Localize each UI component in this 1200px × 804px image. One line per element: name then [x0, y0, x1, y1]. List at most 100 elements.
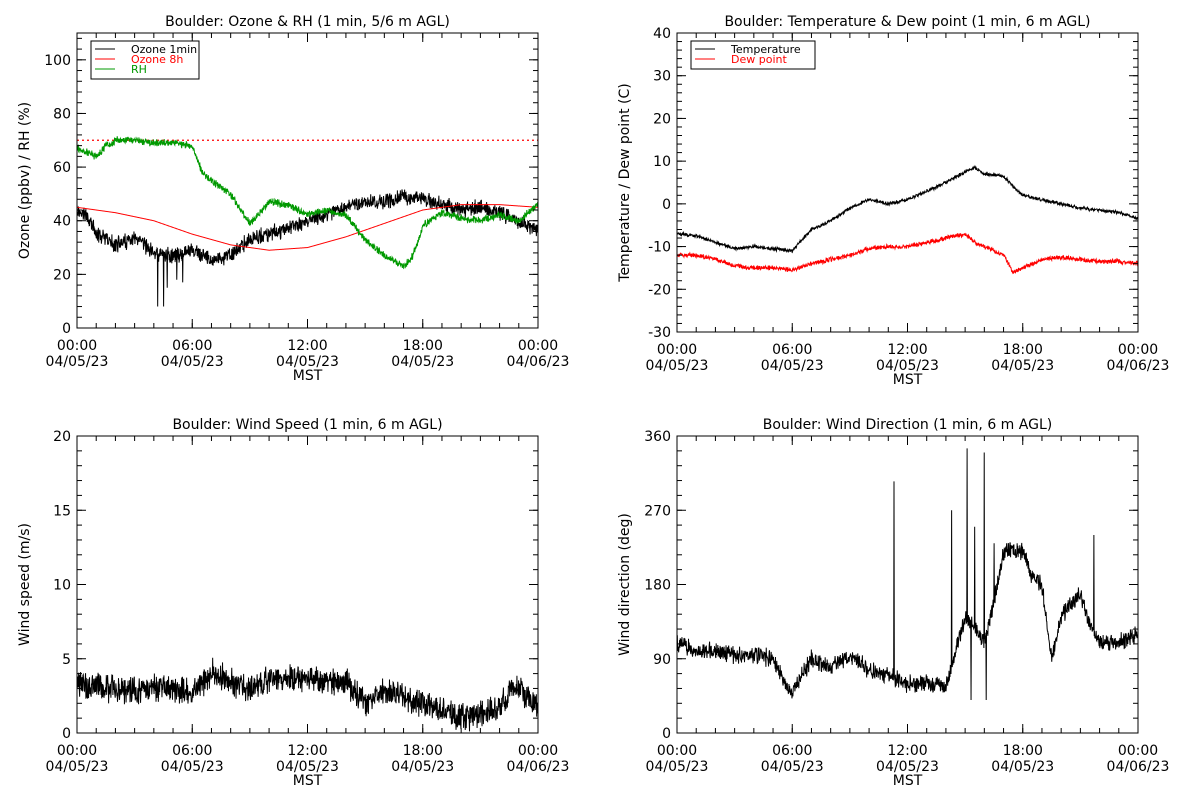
- legend-entry: Dew point: [731, 53, 787, 66]
- plot-frame: [676, 32, 1139, 333]
- y-tick-label: 90: [653, 652, 671, 668]
- chart-panel-3: Boulder: Wind Speed (1 min, 6 m AGL) 0 5 10…: [17, 417, 569, 789]
- y-tick-label: -10: [648, 240, 671, 256]
- y-tick-label: 40: [53, 214, 71, 230]
- x-tick-date: 04/06/23: [1107, 759, 1170, 775]
- legend-entry: Ozone 8h: [131, 53, 183, 66]
- x-tick-date: 04/05/23: [646, 759, 709, 775]
- x-tick-date: 04/05/23: [761, 358, 824, 374]
- x-axis-label: MST: [293, 773, 323, 789]
- x-tick-time: 18:00: [403, 743, 443, 759]
- series-line-1: [77, 657, 538, 732]
- x-tick-time: 18:00: [1003, 743, 1043, 759]
- x-tick-time: 06:00: [172, 743, 212, 759]
- x-tick-date: 04/05/23: [276, 759, 339, 775]
- plot-area: [677, 448, 1138, 701]
- legend-box: [90, 40, 200, 80]
- y-tick-label: 10: [53, 578, 71, 594]
- x-tick-time: 06:00: [772, 342, 812, 358]
- chart-panel-2: Boulder: Temperature & Dew point (1 min,…: [617, 14, 1169, 388]
- x-tick-date: 04/05/23: [46, 354, 109, 370]
- x-tick-time: 18:00: [1003, 342, 1043, 358]
- y-tick-label: 180: [644, 578, 671, 594]
- y-tick-label: -20: [648, 282, 671, 298]
- y-tick-label: 40: [653, 26, 671, 42]
- y-tick-label: -30: [648, 325, 671, 341]
- x-tick-date: 04/05/23: [646, 358, 709, 374]
- y-tick-label: 270: [644, 503, 671, 519]
- y-tick-label: 60: [53, 160, 71, 176]
- y-tick-label: 5: [62, 652, 71, 668]
- series-line-temperature: [677, 164, 1138, 254]
- x-tick-time: 12:00: [287, 338, 327, 354]
- x-tick-time: 00:00: [1118, 743, 1158, 759]
- plot-area: [77, 136, 538, 307]
- x-tick-date: 04/06/23: [1107, 358, 1170, 374]
- chart-panel-1: Boulder: Ozone & RH (1 min, 5/6 m AGL) 0 2…: [17, 14, 569, 384]
- y-tick-label: 0: [662, 726, 671, 742]
- y-tick-label: 0: [62, 321, 71, 337]
- y-tick-label: 80: [53, 106, 71, 122]
- x-tick-date: 04/05/23: [876, 759, 939, 775]
- series-line-rh: [77, 136, 538, 270]
- x-tick-time: 18:00: [403, 338, 443, 354]
- plot-area: [77, 657, 538, 732]
- series-line-dew-point: [677, 232, 1138, 275]
- x-tick-date: 04/05/23: [991, 759, 1054, 775]
- x-tick-date: 04/05/23: [46, 759, 109, 775]
- chart-title: Boulder: Temperature & Dew point (1 min,…: [724, 14, 1090, 30]
- chart-panel-4: Boulder: Wind Direction (1 min, 6 m AGL)…: [617, 417, 1169, 789]
- x-tick-time: 00:00: [518, 743, 558, 759]
- y-tick-label: 20: [653, 111, 671, 127]
- series-line-1: [677, 448, 1138, 701]
- x-tick-time: 00:00: [1118, 342, 1158, 358]
- series-line-ozone-8h: [77, 204, 538, 251]
- y-axis-label: Temperature / Dew point (C): [617, 83, 633, 282]
- y-tick-label: 0: [62, 726, 71, 742]
- chart-title: Boulder: Ozone & RH (1 min, 5/6 m AGL): [165, 14, 450, 30]
- y-tick-label: 30: [653, 69, 671, 85]
- x-tick-date: 04/05/23: [876, 358, 939, 374]
- x-tick-date: 04/05/23: [391, 759, 454, 775]
- plot-area: [677, 164, 1138, 275]
- y-tick-label: 20: [53, 429, 71, 445]
- y-tick-label: 20: [53, 267, 71, 283]
- x-tick-date: 04/05/23: [991, 358, 1054, 374]
- y-axis-label: Wind direction (deg): [617, 513, 633, 656]
- x-tick-date: 04/05/23: [761, 759, 824, 775]
- x-tick-date: 04/05/23: [276, 354, 339, 370]
- legend-entry: RH: [131, 63, 147, 76]
- x-tick-time: 12:00: [887, 743, 927, 759]
- x-tick-time: 06:00: [172, 338, 212, 354]
- x-axis-label: MST: [893, 773, 923, 789]
- x-tick-time: 00:00: [57, 743, 97, 759]
- x-tick-time: 00:00: [57, 338, 97, 354]
- y-axis-label: Wind speed (m/s): [17, 523, 33, 646]
- x-tick-time: 12:00: [287, 743, 327, 759]
- legend-box: [690, 40, 816, 70]
- chart-title: Boulder: Wind Speed (1 min, 6 m AGL): [172, 417, 442, 433]
- y-tick-label: 0: [662, 197, 671, 213]
- x-tick-time: 00:00: [518, 338, 558, 354]
- x-tick-time: 06:00: [772, 743, 812, 759]
- x-tick-date: 04/06/23: [507, 354, 570, 370]
- x-tick-date: 04/05/23: [161, 759, 224, 775]
- x-tick-time: 12:00: [887, 342, 927, 358]
- x-tick-time: 00:00: [657, 743, 697, 759]
- y-tick-label: 360: [644, 429, 671, 445]
- x-axis-label: MST: [893, 372, 923, 388]
- x-axis-label: MST: [293, 368, 323, 384]
- legend-entry: Ozone 1min: [131, 43, 197, 56]
- legend-entry: Temperature: [730, 43, 801, 56]
- x-tick-date: 04/05/23: [391, 354, 454, 370]
- x-tick-date: 04/06/23: [507, 759, 570, 775]
- series-line-ozone-1min: [77, 189, 538, 307]
- y-tick-label: 15: [53, 503, 71, 519]
- y-axis-label: Ozone (ppbv) / RH (%): [17, 102, 33, 259]
- x-tick-date: 04/05/23: [161, 354, 224, 370]
- plot-frame: [676, 435, 1139, 734]
- y-tick-label: 100: [44, 53, 71, 69]
- y-tick-label: 10: [653, 154, 671, 170]
